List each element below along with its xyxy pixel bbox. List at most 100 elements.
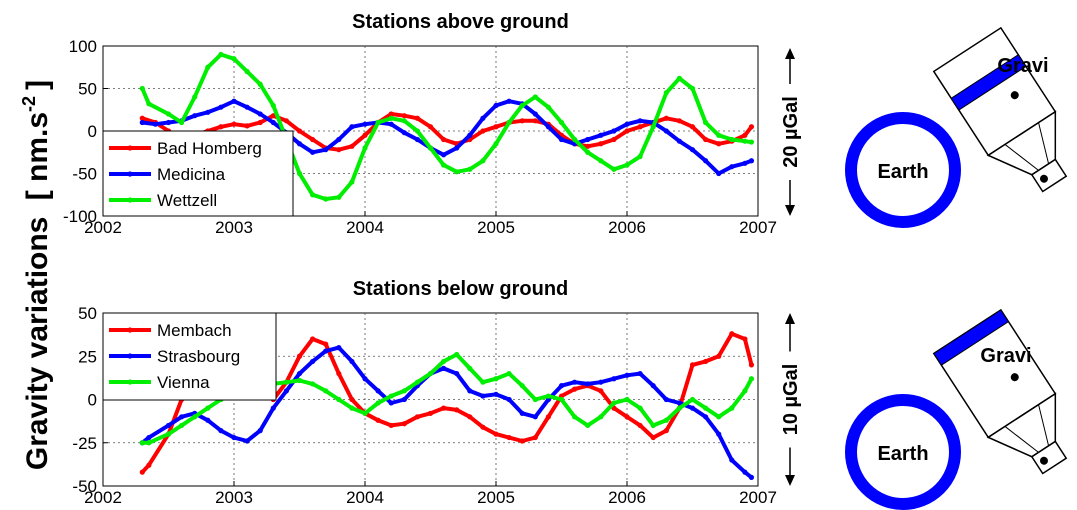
data-point-bad-homberg bbox=[283, 118, 289, 124]
data-point-wettzell bbox=[244, 68, 250, 75]
gravimeter-mass-dot bbox=[1010, 373, 1019, 382]
data-point-strasbourg bbox=[650, 383, 656, 389]
data-point-vienna bbox=[663, 417, 669, 423]
earth-icon bbox=[845, 394, 961, 510]
data-point-medicina bbox=[336, 136, 342, 143]
data-point-vienna bbox=[323, 388, 329, 394]
data-point-bad-homberg bbox=[296, 128, 303, 134]
data-point-wettzell bbox=[401, 118, 407, 124]
data-point-wettzell bbox=[748, 139, 755, 145]
data-point-vienna bbox=[467, 365, 473, 371]
data-point-wettzell bbox=[545, 104, 552, 110]
y-tick-label: -100 bbox=[63, 207, 97, 226]
data-point-medicina bbox=[152, 121, 158, 127]
data-point-wettzell bbox=[441, 162, 447, 168]
data-point-wettzell bbox=[349, 179, 355, 185]
data-point-medicina bbox=[729, 164, 735, 170]
y-tick-label: 25 bbox=[78, 347, 97, 366]
data-point-wettzell bbox=[388, 115, 394, 121]
gravimeter-pivot-dot bbox=[1039, 174, 1048, 183]
data-point-wettzell bbox=[519, 102, 525, 109]
data-point-wettzell bbox=[231, 56, 237, 62]
data-point-wettzell bbox=[676, 75, 683, 81]
data-point-medicina bbox=[257, 111, 263, 117]
data-point-wettzell bbox=[139, 85, 145, 92]
data-point-membach bbox=[506, 434, 512, 441]
gravimeter-band bbox=[933, 309, 1010, 366]
data-point-medicina bbox=[414, 136, 420, 143]
data-point-strasbourg bbox=[467, 388, 473, 394]
data-point-vienna bbox=[441, 358, 447, 365]
data-point-wettzell bbox=[192, 94, 198, 100]
data-point-strasbourg bbox=[362, 376, 368, 382]
x-tick-label: 2005 bbox=[477, 218, 515, 237]
data-point-membach bbox=[742, 336, 748, 342]
data-point-bad-homberg bbox=[663, 115, 669, 121]
data-point-vienna bbox=[532, 396, 538, 403]
data-point-membach bbox=[441, 405, 447, 411]
data-point-membach bbox=[388, 422, 394, 429]
data-point-membach bbox=[532, 434, 538, 441]
data-point-medicina bbox=[493, 102, 499, 109]
data-point-wettzell bbox=[179, 119, 185, 126]
chart-title: Stations below ground bbox=[353, 278, 569, 300]
data-point-strasbourg bbox=[218, 428, 224, 434]
data-point-strasbourg bbox=[283, 388, 289, 394]
gravimeter-mass-dot bbox=[1010, 91, 1019, 100]
data-point-wettzell bbox=[585, 149, 591, 155]
earth-label: Earth bbox=[877, 443, 928, 465]
data-point-bad-homberg bbox=[742, 132, 748, 138]
gravimeter-foot bbox=[1030, 158, 1068, 193]
data-point-bad-homberg bbox=[493, 124, 499, 130]
gravimeter-icon-below: Earth Gravi bbox=[845, 308, 1068, 510]
x-tick-label: 2006 bbox=[608, 488, 646, 507]
data-point-wettzell bbox=[218, 51, 224, 58]
data-point-medicina bbox=[454, 145, 460, 151]
data-point-bad-homberg bbox=[703, 136, 709, 143]
data-point-medicina bbox=[585, 136, 591, 143]
data-point-medicina bbox=[362, 121, 368, 127]
legend-label-wettzell: Wettzell bbox=[157, 191, 217, 210]
legend-label-medicina: Medicina bbox=[157, 165, 226, 184]
y-tick-label: 0 bbox=[88, 122, 97, 141]
data-point-wettzell bbox=[742, 138, 748, 144]
chart-panel-below-ground: Stations below ground 2002 2003 2004 2005 200… bbox=[72, 278, 802, 507]
data-point-vienna bbox=[689, 396, 696, 403]
gravi-label: Gravi bbox=[980, 345, 1031, 367]
data-point-medicina bbox=[231, 98, 237, 104]
data-point-wettzell bbox=[611, 166, 617, 172]
y-tick-label: -50 bbox=[72, 477, 97, 496]
data-point-strasbourg bbox=[716, 431, 722, 437]
data-point-medicina bbox=[532, 111, 538, 117]
data-point-medicina bbox=[716, 170, 722, 177]
data-point-strasbourg bbox=[388, 400, 394, 406]
data-point-membach bbox=[454, 407, 460, 413]
data-point-wettzell bbox=[532, 94, 538, 100]
data-point-bad-homberg bbox=[231, 121, 237, 127]
legend-label-membach: Membach bbox=[157, 321, 232, 340]
data-point-vienna bbox=[349, 405, 355, 411]
y-tick-label: 50 bbox=[78, 80, 97, 99]
data-point-bad-homberg bbox=[310, 136, 316, 143]
earth-label: Earth bbox=[877, 161, 928, 183]
data-point-membach bbox=[637, 422, 643, 429]
gravimeter-leg bbox=[1004, 144, 1039, 171]
data-point-strasbourg bbox=[493, 391, 499, 397]
data-point-medicina bbox=[165, 119, 172, 126]
series-strasbourg bbox=[139, 345, 755, 480]
data-point-vienna bbox=[336, 396, 342, 403]
data-point-bad-homberg bbox=[218, 124, 224, 130]
data-point-wettzell bbox=[572, 136, 578, 143]
data-point-wettzell bbox=[362, 145, 368, 151]
data-point-medicina bbox=[742, 160, 748, 166]
data-point-strasbourg bbox=[598, 379, 604, 385]
x-tick-label: 2007 bbox=[739, 488, 777, 507]
data-point-strasbourg bbox=[270, 405, 276, 411]
scale-indicator: 20 µGal bbox=[780, 48, 802, 216]
data-point-wettzell bbox=[257, 81, 263, 87]
data-point-wettzell bbox=[650, 124, 656, 130]
legend-marker-medicina bbox=[127, 171, 133, 177]
data-point-membach bbox=[480, 424, 486, 430]
data-point-wettzell bbox=[310, 192, 316, 198]
